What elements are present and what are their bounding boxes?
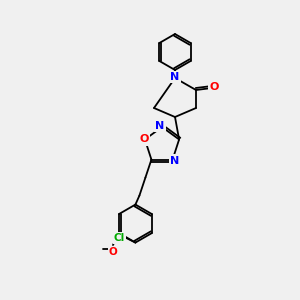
Text: O: O xyxy=(209,82,219,92)
Text: O: O xyxy=(139,134,148,144)
Text: O: O xyxy=(109,247,117,257)
Text: N: N xyxy=(170,156,179,166)
Text: N: N xyxy=(155,121,165,131)
Text: Cl: Cl xyxy=(114,232,125,243)
Text: N: N xyxy=(170,72,180,82)
